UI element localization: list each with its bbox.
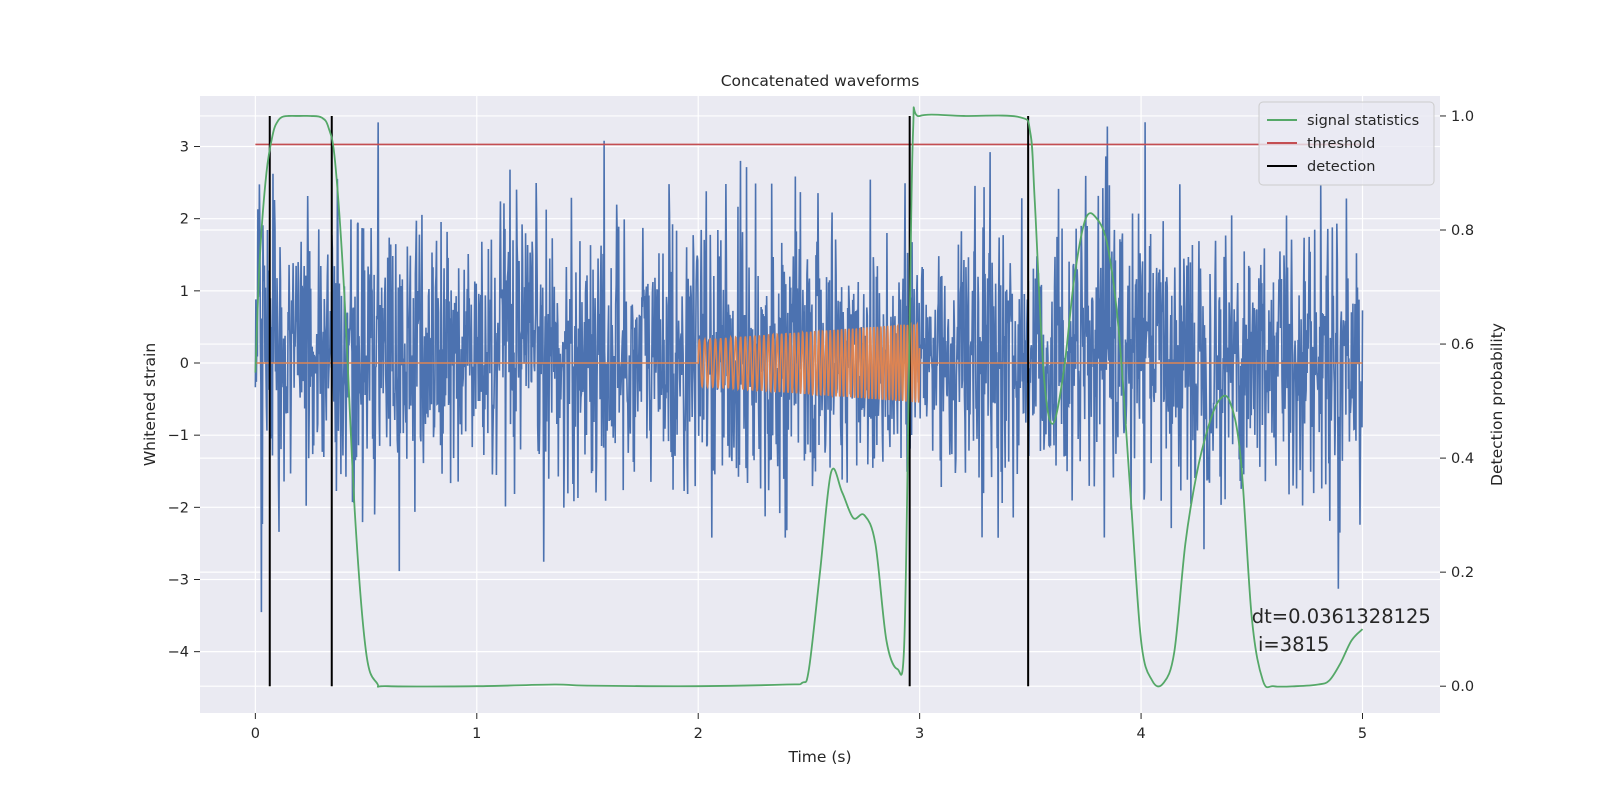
legend-label-threshold: threshold: [1307, 136, 1375, 152]
y-tick-label: 0: [180, 356, 189, 372]
x-tick-label: 2: [694, 726, 703, 742]
x-tick-label: 5: [1358, 726, 1367, 742]
y-tick-label: 1: [180, 284, 189, 300]
y-tick-label: 2: [180, 212, 189, 228]
x-tick-label: 4: [1136, 726, 1145, 742]
legend: signal statistics threshold detection: [1258, 101, 1435, 186]
annotation-dt: dt=0.0361328125: [1252, 605, 1431, 628]
legend-label-signal-statistics: signal statistics: [1307, 113, 1419, 129]
x-tick-label: 1: [472, 726, 481, 742]
y2-axis-label: Detection probability: [1488, 323, 1506, 486]
legend-label-detection: detection: [1307, 159, 1375, 175]
y2-tick-label: 0.4: [1451, 451, 1474, 467]
y-tick-label: −3: [168, 572, 189, 588]
legend-box: [1258, 101, 1435, 186]
ticks: 0 1 2 3 4 5 −4 −3 −2 −1 0 1 2 3 0.0 0.2 0.4 0.6 0.8 1.0: [168, 109, 1474, 742]
y2-tick-label: 0.8: [1451, 223, 1474, 239]
x-axis-label: Time (s): [787, 748, 851, 766]
plot-area: [254, 106, 1364, 689]
chart-title: Concatenated waveforms: [721, 72, 920, 90]
y-tick-label: −4: [168, 645, 189, 661]
strain-series-line: [254, 122, 1364, 613]
y-axis-label: Whitened strain: [141, 343, 159, 466]
annotation-index: i=3815: [1252, 633, 1330, 656]
x-tick-label: 3: [915, 726, 924, 742]
y2-tick-label: 1.0: [1451, 109, 1474, 125]
y-tick-label: −1: [168, 428, 189, 444]
y2-tick-label: 0.2: [1451, 565, 1474, 581]
signal-statistics-line: [254, 106, 1364, 689]
injection-series-line: [255, 321, 1363, 403]
y-tick-label: 3: [180, 140, 189, 156]
y2-tick-label: 0.6: [1451, 337, 1474, 353]
x-tick-label: 0: [251, 726, 260, 742]
y-tick-label: −2: [168, 500, 189, 516]
y2-tick-label: 0.0: [1451, 679, 1474, 695]
